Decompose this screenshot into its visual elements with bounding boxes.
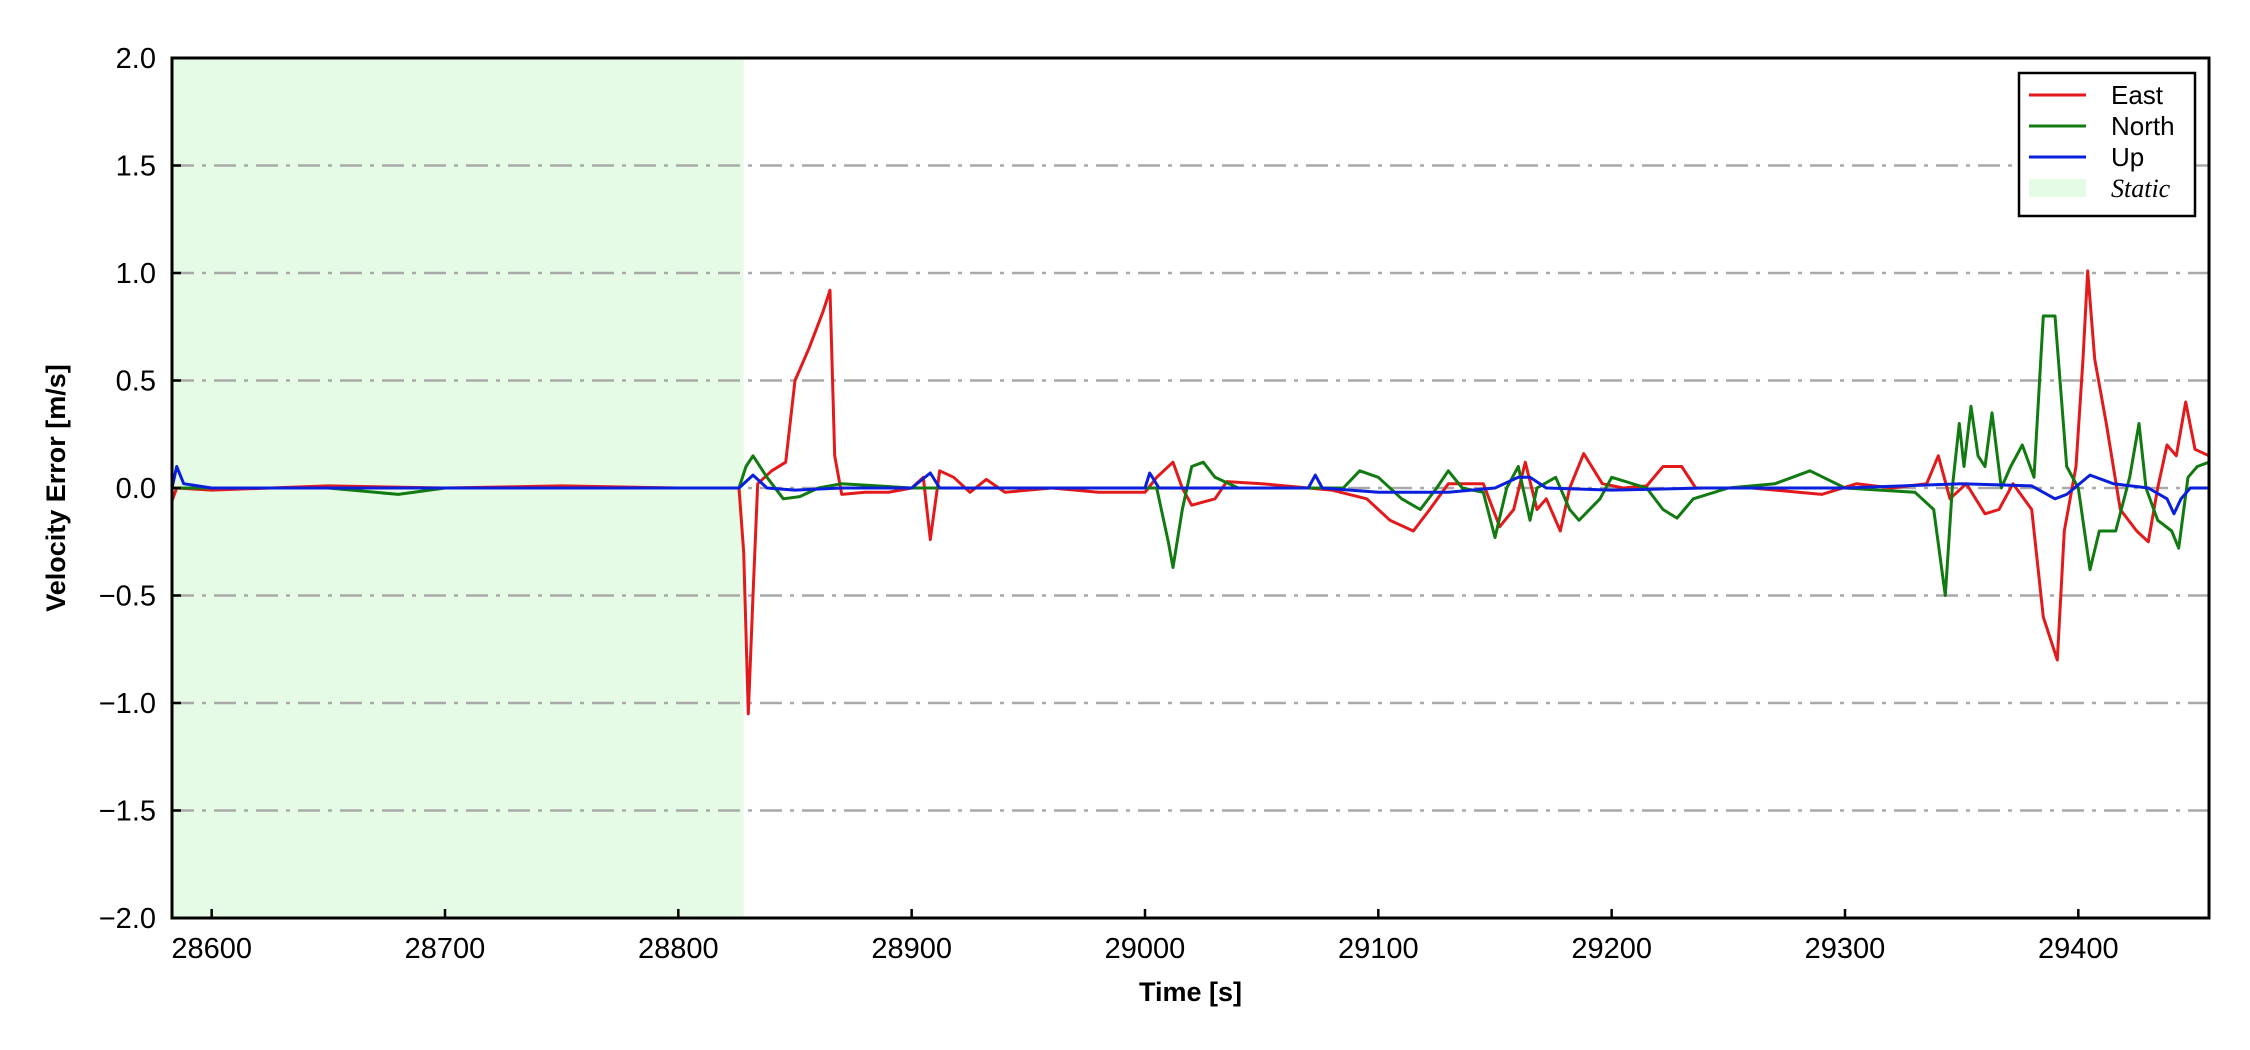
x-tick-label: 29000 <box>1105 933 1186 965</box>
legend-swatch-static <box>2029 179 2086 197</box>
y-tick-label: 0.5 <box>116 366 156 398</box>
x-tick-label: 29100 <box>1338 933 1419 965</box>
legend-label-east: East <box>2111 80 2164 110</box>
x-tick-label: 28900 <box>871 933 952 965</box>
y-tick-label: 2.0 <box>116 43 156 75</box>
y-tick-label: 1.5 <box>116 151 156 183</box>
x-tick-label: 28800 <box>638 933 719 965</box>
legend: East North Up Static <box>2017 71 2197 218</box>
y-tick-label: 0.0 <box>116 473 156 505</box>
x-axis-label: Time [s] <box>1139 977 1242 1007</box>
x-tick-label: 28700 <box>405 933 486 965</box>
y-tick-label: 1.0 <box>116 258 156 290</box>
series-line-east <box>170 269 2210 716</box>
series-line-north <box>172 314 2210 597</box>
legend-label-up: Up <box>2111 142 2144 172</box>
x-tick-label: 28600 <box>171 933 252 965</box>
series-layer <box>170 269 2210 716</box>
x-tick-label: 29200 <box>1571 933 1652 965</box>
y-tick-label: −2.0 <box>99 903 156 935</box>
axis-ticks: 28600 28700 28800 28900 29000 29100 29200 29300… <box>99 43 2119 965</box>
x-tick-label: 29400 <box>2038 933 2119 965</box>
y-tick-label: −0.5 <box>99 581 156 613</box>
y-tick-label: −1.5 <box>99 796 156 828</box>
x-tick-label: 29300 <box>1805 933 1886 965</box>
series-line-up <box>170 465 2209 516</box>
y-axis-label: Velocity Error [m/s] <box>41 364 71 612</box>
legend-label-north: North <box>2111 111 2175 141</box>
y-tick-label: −1.0 <box>99 688 156 720</box>
legend-label-static: Static <box>2111 174 2171 203</box>
